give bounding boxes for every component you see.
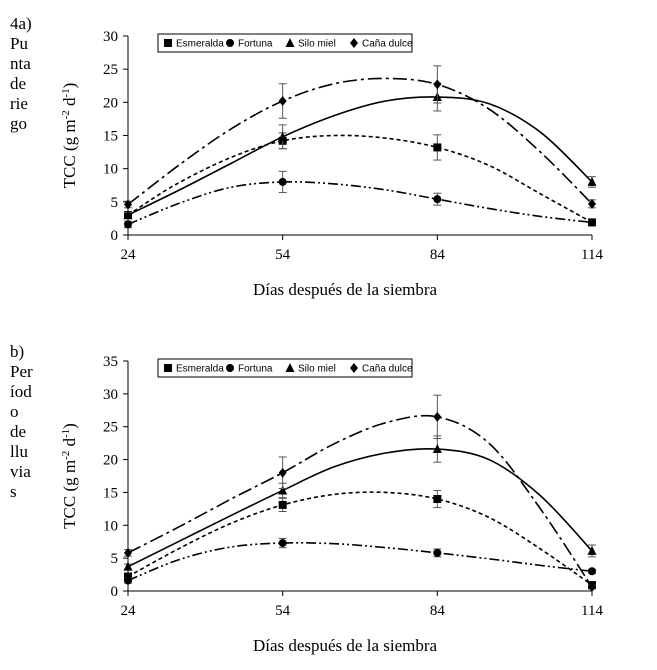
panel-a-x-tick-label: 84 [430, 247, 446, 263]
panel-b-y-tick-label: 35 [103, 354, 118, 370]
panel-b-y-axis-label: TCC (g m-2 d-1) [60, 423, 79, 529]
panel-b-x-tick-label: 54 [275, 603, 291, 619]
panel-b-data-point [588, 582, 596, 593]
panel-b-label-line: via [10, 462, 31, 481]
panel-a-y-tick-label: 30 [103, 29, 118, 45]
panel-a-label-line: Pu [10, 34, 28, 53]
panel-b-label-line: s [10, 482, 17, 501]
panel-a-x-tick-label: 54 [275, 247, 291, 263]
panel-a-y-tick-label: 5 [111, 195, 119, 211]
panel-b-legend-marker [164, 364, 172, 372]
panel-b-data-point [432, 444, 442, 454]
panel-a-series-line [127, 77, 593, 206]
panel-b-data-point [278, 485, 288, 495]
panel-b-y-tick-label: 15 [103, 485, 118, 501]
panel-a-data-point [278, 96, 287, 107]
panel-b-label-line: Per [10, 362, 33, 381]
panel-b-data-point [588, 567, 596, 576]
panel-b-legend-label: Caña dulce [362, 364, 413, 375]
panel-a-data-point [433, 143, 442, 152]
panel-a-label-line: 4a) [10, 14, 32, 33]
panel-b-data-point [433, 495, 442, 503]
panel-a-series-line [127, 134, 593, 224]
panel-b-legend-marker [226, 364, 234, 372]
panel-b-label-line: b) [10, 342, 25, 361]
panel-a-legend-marker [285, 38, 295, 47]
panel-b-series-line [127, 541, 593, 582]
panel-b-data-point [278, 500, 287, 509]
panel-b-data-point [278, 539, 287, 548]
panel-b-y-tick-label: 20 [103, 453, 118, 469]
panel-a-y-tick-label: 0 [111, 228, 119, 244]
panel-a-data-point [433, 195, 442, 204]
panel-b-legend-label: Fortuna [238, 364, 273, 375]
panel-a-legend [157, 33, 413, 53]
panel-b-data-point [124, 576, 132, 585]
panel-a-data-point [124, 199, 132, 210]
panel-b-data-point [123, 561, 133, 571]
panel-b-data-point [433, 411, 442, 422]
panel-a-data-point [124, 220, 132, 229]
panel-b-legend [157, 358, 413, 378]
panel-a-series-line [127, 96, 593, 216]
panel-b-x-tick-label: 24 [121, 603, 137, 619]
panel-b-data-point [587, 545, 597, 555]
panel-a-legend-label: Caña dulce [362, 39, 413, 50]
panel-a-data-point [433, 79, 442, 90]
panel-b-y-tick-label: 10 [103, 518, 118, 534]
panel-a-legend-marker [226, 39, 234, 47]
panel-a-y-axis-label: TCC (g m-2 d-1) [60, 83, 79, 189]
panel-b-legend-label: Silo miel [298, 364, 336, 375]
panel-b-legend-marker [350, 363, 358, 373]
panel-b-series-line [127, 447, 593, 568]
panel-b-x-tick-label: 114 [581, 603, 603, 619]
panel-a-label-line: go [10, 114, 27, 133]
panel-b-label-line: llu [10, 442, 28, 461]
panel-a-data-point [123, 210, 133, 220]
panel-b-data-point [124, 547, 132, 558]
panel-b-legend-marker [285, 363, 295, 372]
panel-a-legend-label: Fortuna [238, 39, 273, 50]
panel-a-x-axis-label: Días después de la siembra [253, 280, 438, 299]
panel-a-legend-label: Silo miel [298, 39, 336, 50]
panel-b-y-tick-label: 0 [111, 584, 119, 600]
panel-b-legend-label: Esmeralda [176, 364, 224, 375]
panel-a-y-tick-label: 25 [103, 62, 118, 78]
panel-a-data-point [587, 176, 597, 186]
panel-a-label-line: de [10, 74, 27, 93]
panel-a-x-tick-label: 24 [121, 247, 137, 263]
panel-a-series-line [127, 181, 593, 226]
panel-a-label-line: nta [10, 54, 31, 73]
panel-b-series-line [127, 414, 593, 588]
panel-a-data-point [588, 218, 596, 227]
panel-a-legend-marker [164, 39, 172, 47]
panel-b-data-point [278, 467, 287, 478]
panel-a-legend-label: Esmeralda [176, 39, 224, 50]
panel-a-x-tick-label: 114 [581, 247, 603, 263]
panel-a-legend-marker [350, 38, 358, 48]
panel-a-label-line: rie [10, 94, 28, 113]
panel-a-data-point [278, 131, 288, 141]
panel-b-y-tick-label: 5 [111, 551, 119, 567]
panel-b-x-tick-label: 84 [430, 603, 446, 619]
panel-a-y-tick-label: 15 [103, 129, 118, 145]
panel-b-x-axis-label: Días después de la siembra [253, 636, 438, 655]
panel-b-label-line: de [10, 422, 27, 441]
panel-a-label: 4a) Pu nta de rie go [10, 14, 32, 134]
panel-b-label-line: o [10, 402, 19, 421]
panel-b-label-line: íod [10, 382, 32, 401]
panel-a-data-point [278, 177, 287, 186]
panel-a-y-tick-label: 10 [103, 162, 118, 178]
panel-a-data-point [588, 198, 596, 209]
panel-b-y-tick-label: 25 [103, 420, 118, 436]
panel-a-y-tick-label: 20 [103, 95, 118, 111]
panel-b-y-tick-label: 30 [103, 387, 118, 403]
panel-b-label: b) Per íod o de llu via s [10, 342, 33, 502]
panel-b-data-point [433, 548, 442, 557]
panel-b-series-line [127, 491, 593, 586]
